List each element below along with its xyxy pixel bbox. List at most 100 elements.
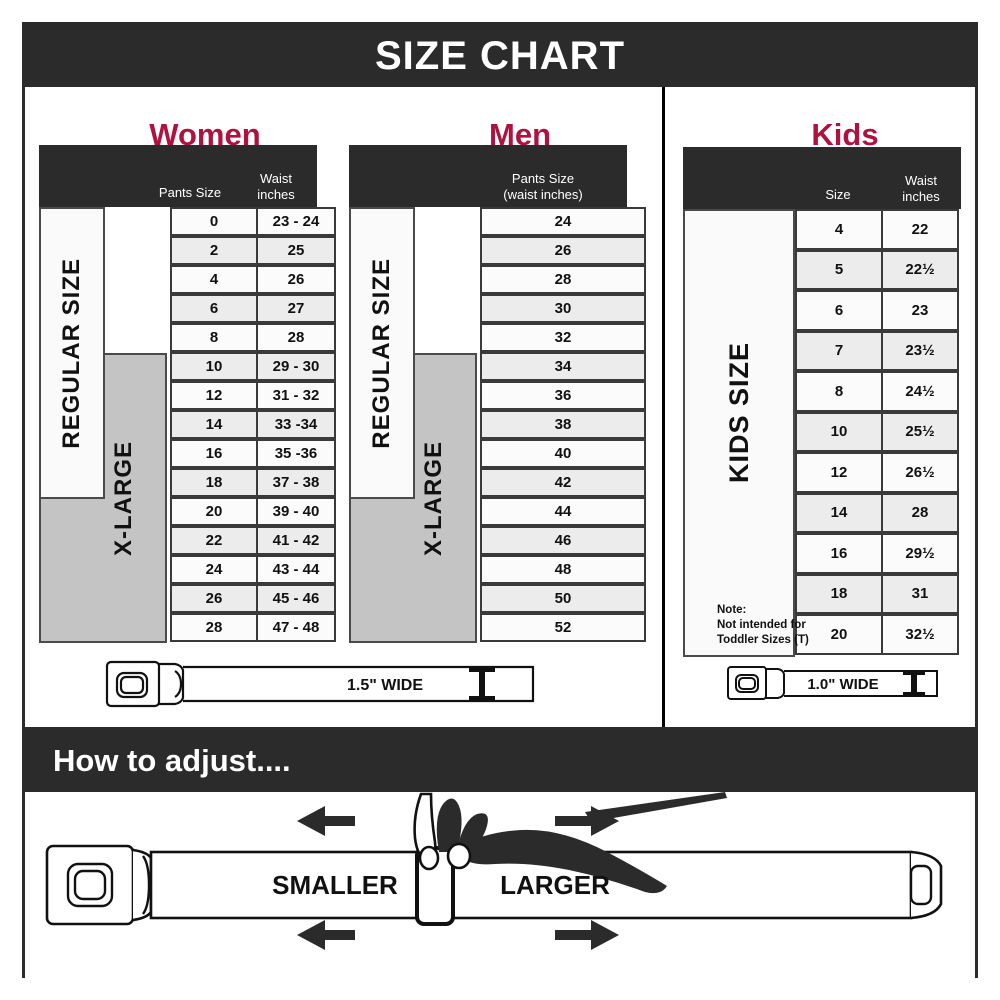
cell-size: 8 xyxy=(795,371,883,412)
table-row: 48 xyxy=(480,555,646,584)
cell-waist: 31 - 32 xyxy=(256,381,336,410)
table-row: 0 23 - 24 xyxy=(170,207,336,236)
table-row: 42 xyxy=(480,468,646,497)
table-row: 5 22½ xyxy=(795,249,959,290)
cell-waist: 28 xyxy=(256,323,336,352)
table-row: 52 xyxy=(480,613,646,642)
cell-size: 36 xyxy=(480,381,646,410)
women-col-waist-header: Waist inches xyxy=(237,171,315,203)
kids-panel-divider xyxy=(662,87,665,727)
cell-size: 30 xyxy=(480,294,646,323)
table-row: 40 xyxy=(480,439,646,468)
cell-waist: 25½ xyxy=(881,411,959,452)
belt-width-illustration-narrow: 1.0" WIDE xyxy=(725,661,943,711)
men-category-regular-size: REGULAR SIZE xyxy=(349,207,415,499)
section-heading-kids: Kids xyxy=(811,117,879,152)
cell-size: 26 xyxy=(480,236,646,265)
table-row: 4 22 xyxy=(795,209,959,250)
table-row: 44 xyxy=(480,497,646,526)
table-row: 12 26½ xyxy=(795,452,959,493)
cell-size: 4 xyxy=(170,265,258,294)
table-row: 6 23 xyxy=(795,290,959,331)
table-row: 18 31 xyxy=(795,573,959,614)
adjust-section-divider xyxy=(25,727,975,730)
cell-waist: 43 - 44 xyxy=(256,555,336,584)
table-row: 14 28 xyxy=(795,492,959,533)
cell-size: 14 xyxy=(170,410,258,439)
kids-note-line2: Not intended for xyxy=(717,619,806,631)
table-row: 28 47 - 48 xyxy=(170,613,336,642)
cell-waist: 24½ xyxy=(881,371,959,412)
cell-size: 24 xyxy=(480,207,646,236)
cell-waist: 29½ xyxy=(881,533,959,574)
cell-size: 10 xyxy=(795,411,883,452)
women-regular-size-label: REGULAR SIZE xyxy=(58,257,85,449)
cell-waist: 26½ xyxy=(881,452,959,493)
table-row: 7 23½ xyxy=(795,330,959,371)
cell-size: 5 xyxy=(795,249,883,290)
table-row: 10 29 - 30 xyxy=(170,352,336,381)
cell-size: 24 xyxy=(170,555,258,584)
cell-size: 50 xyxy=(480,584,646,613)
men-pants-header-line1: Pants Size xyxy=(511,171,575,186)
kids-size-label: KIDS SIZE xyxy=(723,342,754,484)
cell-waist: 32½ xyxy=(881,614,959,655)
table-row: 30 xyxy=(480,294,646,323)
table-row: 26 xyxy=(480,236,646,265)
cell-waist: 31 xyxy=(881,573,959,614)
cell-size: 8 xyxy=(170,323,258,352)
table-row: 6 27 xyxy=(170,294,336,323)
table-row: 14 33 -34 xyxy=(170,410,336,439)
women-col-pants-size-header: Pants Size xyxy=(158,185,222,200)
cell-waist: 27 xyxy=(256,294,336,323)
table-row: 20 32½ xyxy=(795,614,959,655)
smaller-label: SMALLER xyxy=(272,870,398,900)
kids-note-line3: Toddler Sizes (T) xyxy=(717,634,809,646)
title-bar: SIZE CHART xyxy=(25,25,975,87)
cell-size: 16 xyxy=(170,439,258,468)
kids-col-waist-header: Waist inches xyxy=(883,173,959,205)
cell-size: 18 xyxy=(795,573,883,614)
cell-size: 28 xyxy=(170,613,258,642)
cell-size: 18 xyxy=(170,468,258,497)
belt-width-label-narrow: 1.0" WIDE xyxy=(807,676,878,693)
cell-size: 7 xyxy=(795,330,883,371)
table-row: 38 xyxy=(480,410,646,439)
women-category-regular-size: REGULAR SIZE xyxy=(39,207,105,499)
cell-size: 16 xyxy=(795,533,883,574)
men-pants-header-line2: (waist inches) xyxy=(503,187,583,202)
adjust-illustration: SMALLER LARGER xyxy=(25,792,975,978)
table-row: 24 43 - 44 xyxy=(170,555,336,584)
cell-size: 32 xyxy=(480,323,646,352)
table-row: 18 37 - 38 xyxy=(170,468,336,497)
table-row: 20 39 - 40 xyxy=(170,497,336,526)
cell-size: 26 xyxy=(170,584,258,613)
cell-size: 14 xyxy=(795,492,883,533)
cell-waist: 22½ xyxy=(881,249,959,290)
cell-waist: 33 -34 xyxy=(256,410,336,439)
kids-col-size-header: Size xyxy=(825,187,851,202)
cell-waist: 23 xyxy=(881,290,959,331)
cell-size: 0 xyxy=(170,207,258,236)
cell-waist: 25 xyxy=(256,236,336,265)
cell-waist: 37 - 38 xyxy=(256,468,336,497)
kids-waist-header-line1: Waist xyxy=(904,173,938,188)
table-row: 46 xyxy=(480,526,646,555)
chart-frame: SIZE CHART Women Men Kids Pants Size Wai… xyxy=(22,22,978,978)
page-title: SIZE CHART xyxy=(375,33,625,78)
table-row: 28 xyxy=(480,265,646,294)
cell-size: 20 xyxy=(170,497,258,526)
women-table-header: Pants Size Waist inches xyxy=(39,145,317,207)
men-regular-size-label: REGULAR SIZE xyxy=(368,257,395,449)
table-row: 2 25 xyxy=(170,236,336,265)
cell-size: 20 xyxy=(795,614,883,655)
cell-waist: 45 - 46 xyxy=(256,584,336,613)
cell-size: 46 xyxy=(480,526,646,555)
table-row: 22 41 - 42 xyxy=(170,526,336,555)
cell-size: 12 xyxy=(170,381,258,410)
cell-size: 48 xyxy=(480,555,646,584)
cell-size: 12 xyxy=(795,452,883,493)
women-waist-header-line1: Waist xyxy=(259,171,293,186)
cell-size: 22 xyxy=(170,526,258,555)
